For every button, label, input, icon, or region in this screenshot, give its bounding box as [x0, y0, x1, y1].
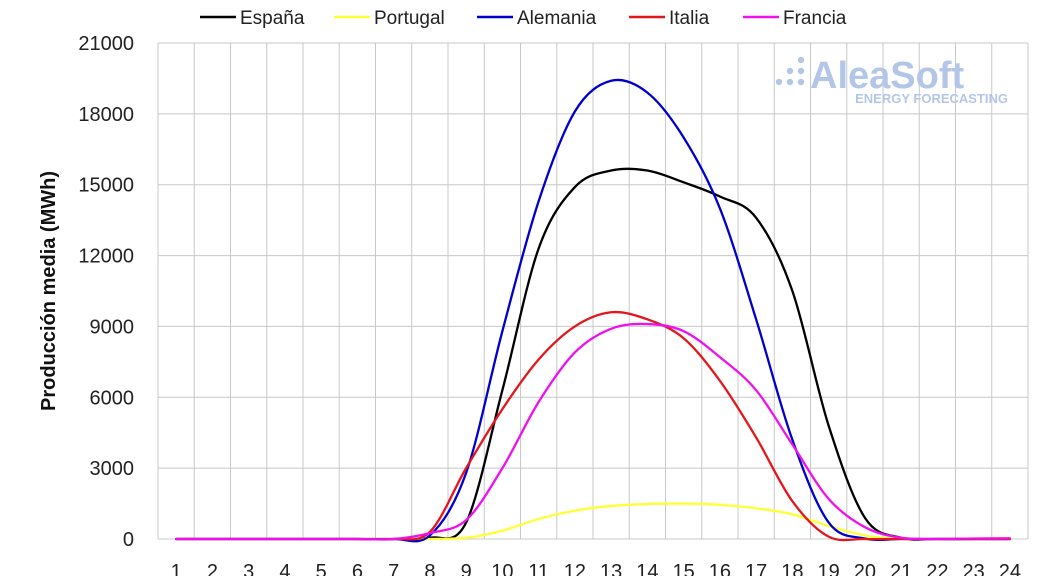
y-tick-label: 21000 — [78, 33, 134, 55]
legend-label: España — [240, 8, 305, 29]
x-axis-ticks: 1 2 3 4 5 6 7 8 9 10 11 12 13 14 15 16 17 18 19 20 21 22 23 24 — [171, 561, 1021, 576]
logo-dot-icon — [797, 67, 805, 75]
x-tick-label: 15 — [673, 561, 695, 576]
x-tick-label: 24 — [999, 561, 1021, 576]
x-tick-label: 8 — [424, 561, 435, 576]
legend-label: Francia — [783, 8, 847, 29]
logo-dot-icon — [797, 56, 805, 64]
y-tick-label: 6000 — [90, 387, 135, 409]
x-tick-label: 1 — [171, 561, 182, 576]
legend-label: Italia — [669, 8, 710, 29]
y-axis-label: Producción media (MWh) — [38, 171, 60, 411]
x-tick-label: 17 — [745, 561, 767, 576]
logo-dot-icon — [775, 78, 783, 86]
legend: España Portugal Alemania Italia Francia — [200, 8, 847, 29]
x-tick-label: 3 — [243, 561, 254, 576]
x-tick-label: 19 — [818, 561, 840, 576]
y-tick-label: 15000 — [78, 175, 134, 197]
x-tick-label: 11 — [528, 561, 549, 576]
y-tick-label: 9000 — [90, 316, 135, 338]
x-tick-label: 6 — [352, 561, 363, 576]
y-tick-label: 0 — [123, 529, 134, 551]
x-tick-label: 14 — [636, 561, 658, 576]
x-tick-label: 9 — [461, 561, 472, 576]
series-lines — [174, 78, 1012, 543]
x-tick-label: 10 — [491, 561, 513, 576]
x-tick-label: 21 — [890, 561, 912, 576]
x-tick-label: 23 — [963, 561, 985, 576]
x-tick-label: 18 — [781, 561, 803, 576]
logo-brand: AleaSoft — [810, 55, 964, 97]
gridlines — [157, 42, 1029, 540]
x-tick-label: 4 — [279, 561, 290, 576]
logo-dot-icon — [797, 78, 805, 86]
x-tick-label: 22 — [926, 561, 948, 576]
x-tick-label: 2 — [207, 561, 218, 576]
series-line — [174, 322, 1012, 541]
x-tick-label: 20 — [854, 561, 876, 576]
aleasoft-logo: AleaSoft ENERGY FORECASTING — [775, 55, 1008, 106]
x-tick-label: 5 — [316, 561, 327, 576]
x-tick-label: 16 — [709, 561, 731, 576]
logo-tagline: ENERGY FORECASTING — [855, 91, 1008, 106]
legend-label: Portugal — [374, 8, 445, 29]
y-tick-label: 18000 — [78, 104, 134, 126]
logo-dot-icon — [786, 78, 794, 86]
x-tick-label: 12 — [564, 561, 586, 576]
x-tick-label: 13 — [600, 561, 622, 576]
legend-label: Alemania — [517, 8, 597, 29]
y-axis-ticks: 0 3000 6000 9000 12000 15000 18000 21000 — [78, 33, 134, 551]
x-tick-label: 7 — [388, 561, 399, 576]
y-tick-label: 3000 — [90, 458, 135, 480]
y-tick-label: 12000 — [78, 246, 134, 268]
logo-dot-icon — [786, 67, 794, 75]
